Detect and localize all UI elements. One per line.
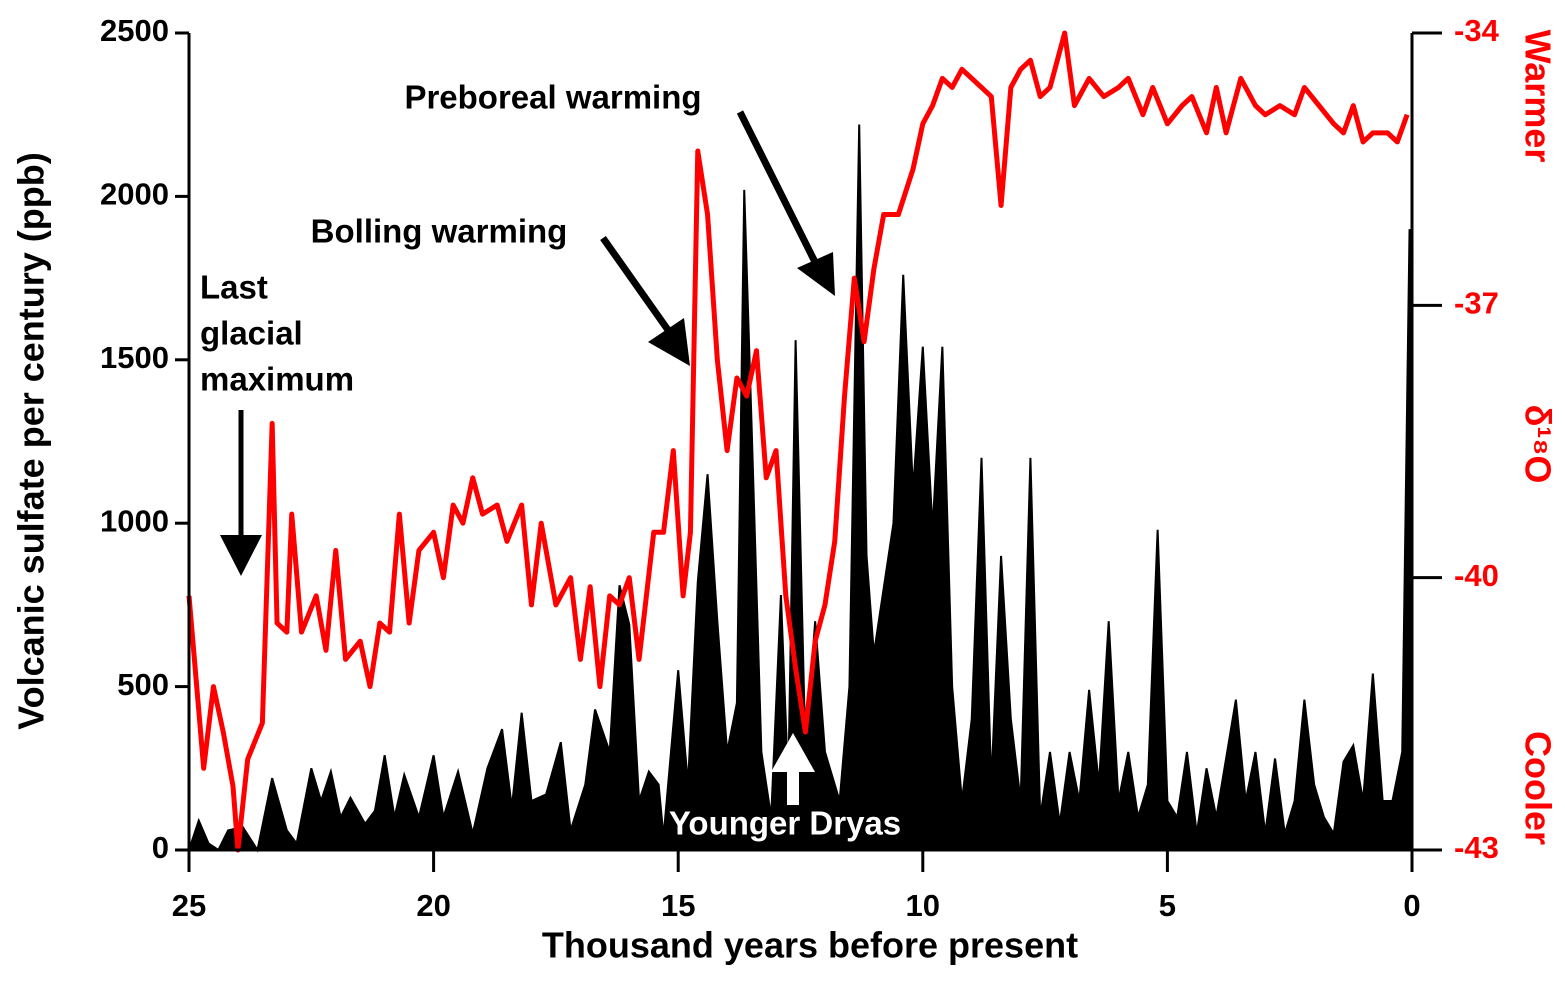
annotation: maximum — [200, 361, 354, 398]
annotation-arrows — [220, 110, 835, 805]
y-tick-label: 500 — [117, 667, 169, 702]
y-axis-label: Volcanic sulfate per century (ppb) — [11, 152, 52, 729]
arrow-head — [220, 535, 262, 576]
y-tick-label: 1500 — [100, 340, 169, 375]
y2-axis-note: Warmer — [1517, 30, 1558, 163]
y2-axis-label: δ¹⁸O — [1517, 405, 1558, 484]
x-tick-label: 15 — [661, 888, 695, 923]
arrow-head — [771, 733, 815, 772]
plot-area — [186, 30, 1414, 853]
arrow-head — [797, 252, 835, 296]
sulfate-area — [187, 124, 1414, 853]
x-axis-label: Thousand years before present — [542, 925, 1078, 966]
arrow-shaft — [787, 770, 799, 805]
y2-tick-label: -37 — [1454, 286, 1499, 321]
annotation: Last — [200, 269, 268, 306]
y2-tick-label: -34 — [1454, 13, 1500, 48]
y2-axis-note: Cooler — [1517, 731, 1558, 845]
x-tick-label: 5 — [1159, 888, 1176, 923]
arrow-head — [648, 318, 690, 366]
y2-tick-label: -43 — [1454, 830, 1499, 865]
annotation: Preboreal warming — [404, 79, 701, 116]
y-tick-label: 0 — [152, 830, 169, 865]
y-tick-label: 2000 — [100, 177, 169, 212]
y2-tick-label: -40 — [1454, 558, 1499, 593]
annotation: Younger Dryas — [669, 805, 901, 842]
y-tick-label: 2500 — [100, 13, 169, 48]
isotope-line — [186, 30, 1410, 853]
arrow-shaft — [736, 110, 819, 264]
annotation: Bolling warming — [311, 213, 568, 250]
x-tick-label: 10 — [906, 888, 940, 923]
x-tick-label: 25 — [172, 888, 206, 923]
annotation: glacial — [200, 315, 303, 352]
y-tick-label: 1000 — [100, 503, 169, 538]
x-tick-label: 20 — [416, 888, 450, 923]
x-tick-label: 0 — [1403, 888, 1420, 923]
arrow-shaft — [600, 235, 671, 333]
